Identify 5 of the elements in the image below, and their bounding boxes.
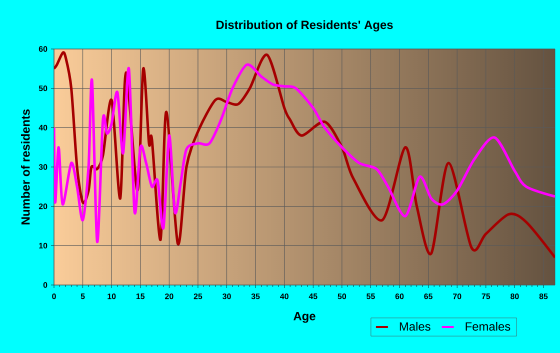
legend-label: Males [400,322,430,331]
y-axis-title: Number of residents [21,109,30,224]
x-axis-title: Age [294,312,316,323]
chart-title: Distribution of Residents' Ages [216,20,393,32]
legend-label: Females [466,322,510,331]
